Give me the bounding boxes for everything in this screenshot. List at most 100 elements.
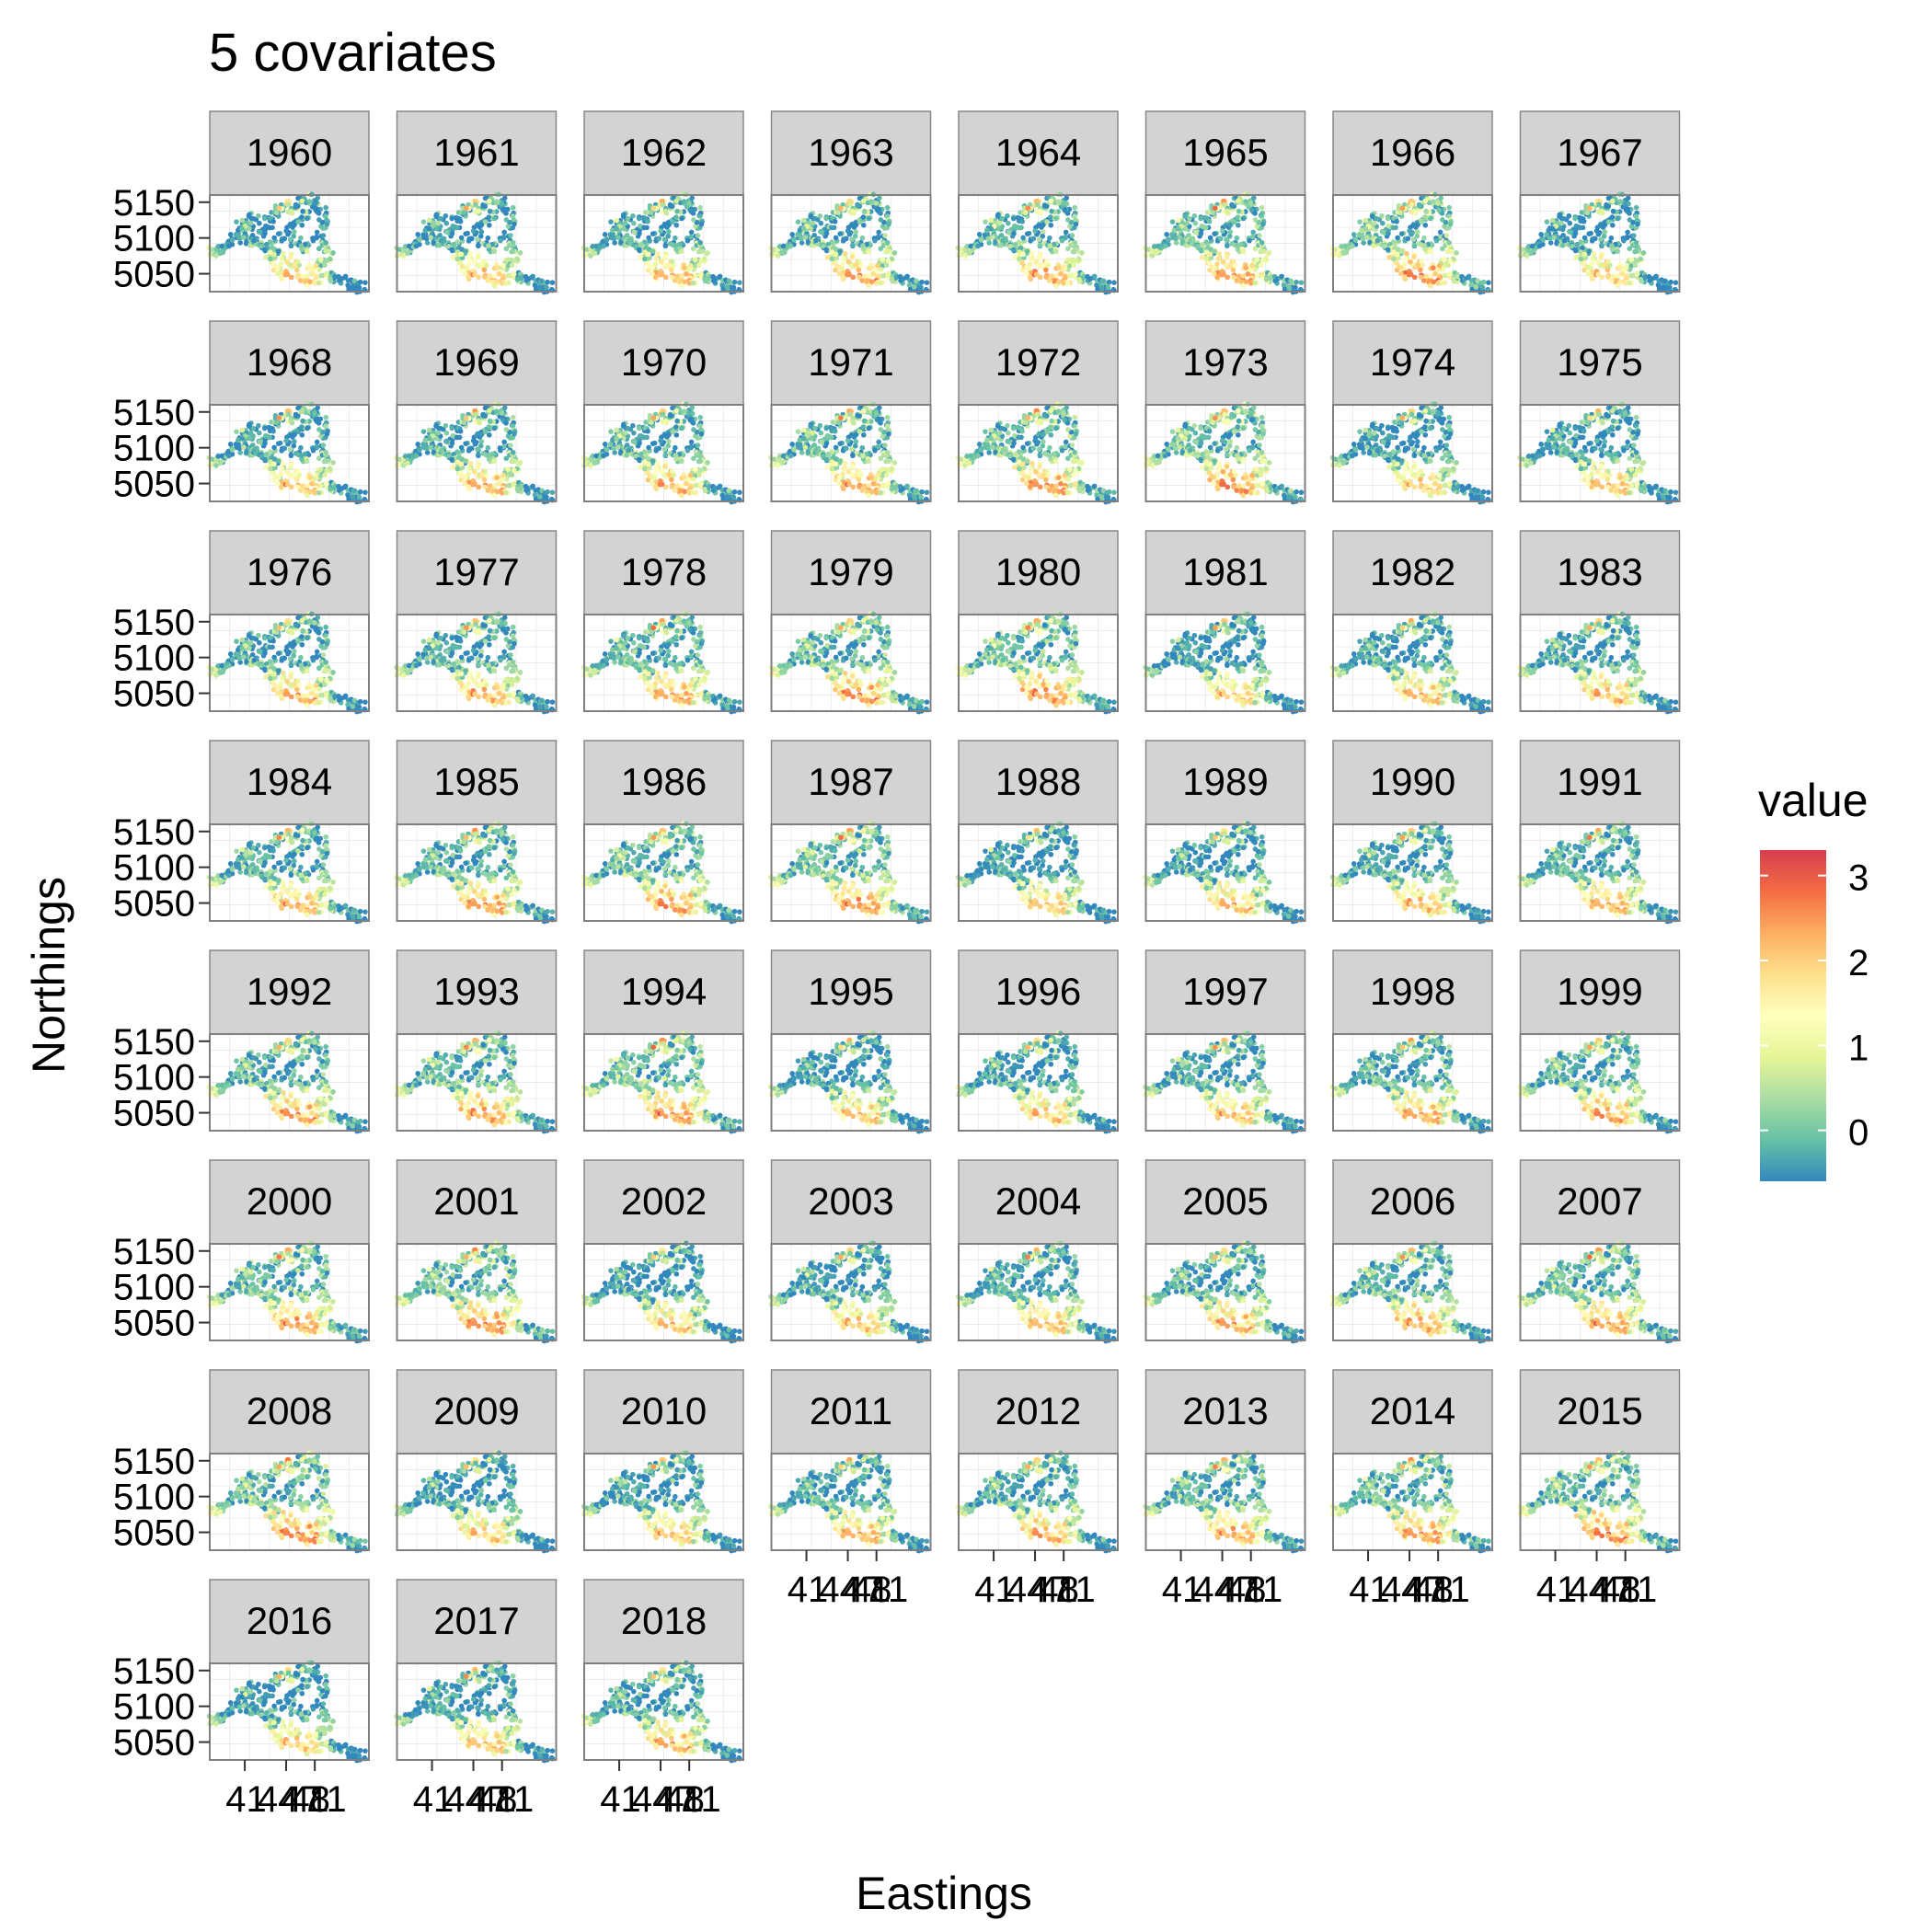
data-point (666, 439, 672, 444)
data-point (689, 440, 695, 445)
data-point (504, 217, 510, 223)
data-point (252, 238, 258, 244)
data-point (696, 472, 702, 477)
data-point (1440, 246, 1445, 251)
data-point (276, 231, 282, 236)
data-point (673, 408, 679, 414)
data-point (732, 489, 738, 495)
data-point (282, 446, 287, 452)
data-point (1005, 213, 1010, 219)
data-point (498, 448, 503, 454)
data-point (288, 237, 293, 243)
data-point (1350, 244, 1355, 249)
data-point (1065, 217, 1071, 223)
data-point (1582, 252, 1588, 258)
data-point (228, 232, 234, 237)
data-point (698, 271, 704, 277)
data-point (512, 258, 517, 263)
data-point (1053, 248, 1059, 254)
data-point (284, 259, 290, 265)
data-point (823, 247, 829, 252)
data-point (1241, 216, 1247, 222)
data-point (1639, 277, 1644, 282)
data-point (615, 444, 621, 450)
data-point (1259, 262, 1264, 268)
data-point (280, 466, 285, 471)
data-point (1032, 228, 1038, 234)
data-point (476, 243, 481, 248)
data-point (1438, 230, 1443, 236)
data-point (1225, 209, 1230, 214)
data-point (486, 236, 491, 241)
data-point (1605, 268, 1611, 273)
data-point (462, 265, 467, 270)
data-point (421, 219, 427, 224)
data-point (837, 271, 843, 277)
data-point (1260, 258, 1266, 263)
data-point (1072, 248, 1077, 254)
data-point (1629, 273, 1635, 279)
data-point (1294, 280, 1299, 285)
data-point (1074, 222, 1079, 227)
data-point (697, 248, 703, 254)
data-point (691, 427, 696, 432)
data-point (795, 443, 800, 448)
data-point (1608, 278, 1614, 283)
data-point (1447, 271, 1453, 277)
data-point (803, 235, 809, 240)
data-point (300, 209, 305, 214)
data-point (1582, 236, 1588, 241)
data-point (476, 464, 481, 469)
data-point (1611, 209, 1616, 214)
data-point (462, 475, 467, 480)
data-point (861, 214, 867, 220)
data-point (1215, 256, 1221, 261)
data-point (988, 226, 994, 232)
data-point (698, 258, 704, 263)
y-tick-label: 5100 (113, 219, 195, 259)
data-point (1154, 251, 1159, 257)
data-point (257, 439, 262, 444)
data-point (812, 216, 818, 222)
data-point (299, 408, 305, 414)
data-point (421, 429, 427, 434)
data-point (662, 447, 668, 453)
y-axis-title: Northings (23, 877, 75, 1074)
data-point (1386, 255, 1392, 260)
data-point (1176, 218, 1181, 224)
data-point (1568, 229, 1573, 235)
facet-panel: 1965 (1143, 111, 1305, 294)
data-point (673, 488, 678, 493)
data-point (1067, 257, 1073, 262)
data-point (1599, 209, 1604, 214)
data-point (650, 441, 656, 446)
data-point (1178, 235, 1183, 240)
data-point (305, 483, 310, 489)
facet-label: 1961 (433, 131, 519, 174)
data-point (1225, 243, 1230, 248)
data-point (592, 251, 598, 257)
data-point (977, 232, 983, 237)
data-point (1446, 205, 1452, 211)
data-point (1342, 244, 1348, 249)
data-point (343, 484, 349, 489)
data-point (725, 494, 730, 500)
data-point (1065, 281, 1071, 286)
data-point (884, 262, 890, 268)
data-point (500, 410, 505, 416)
data-point (830, 257, 835, 262)
data-point (1041, 229, 1046, 235)
data-point (698, 467, 704, 473)
data-point (1428, 216, 1433, 222)
y-tick-label: 5050 (113, 255, 195, 295)
data-point (1374, 216, 1380, 222)
data-point (697, 450, 703, 455)
data-point (1064, 195, 1069, 201)
data-point (1434, 238, 1440, 244)
data-point (1047, 278, 1052, 283)
data-point (1253, 217, 1259, 223)
data-point (530, 274, 535, 280)
data-point (485, 488, 490, 493)
data-point (487, 424, 492, 430)
data-point (1211, 211, 1216, 216)
